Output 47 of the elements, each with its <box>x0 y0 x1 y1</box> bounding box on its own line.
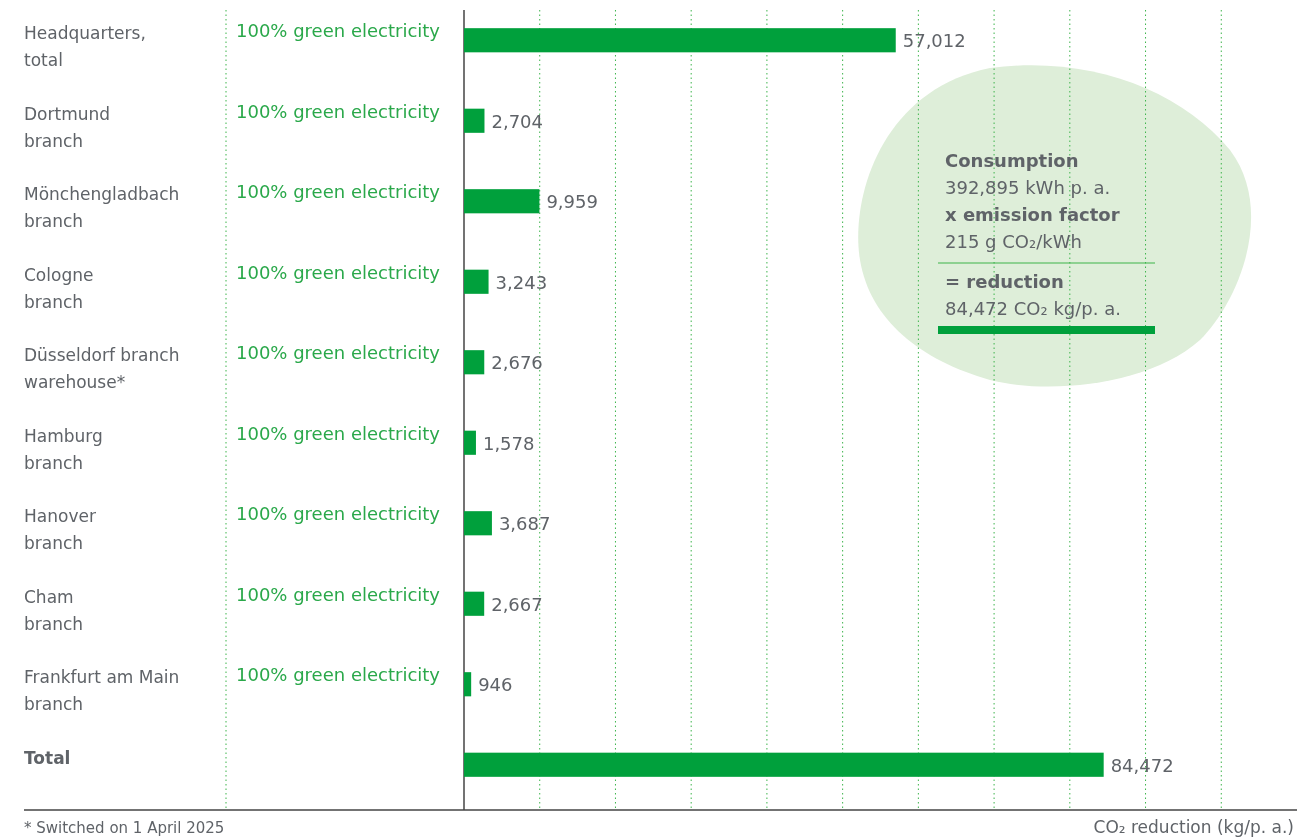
data-label: 946 <box>478 674 513 696</box>
bar <box>464 189 540 214</box>
annotation: 84,472 CO₂ kg/p. a. <box>945 298 1121 319</box>
text: 100% green electricity <box>236 181 441 203</box>
data-label: 2,667 <box>491 593 543 615</box>
text: * Switched on 1 April 2025 <box>24 819 225 837</box>
data-label: 57,012 <box>902 30 966 52</box>
bar <box>464 108 485 133</box>
y-tick-label: Hamburg branch <box>24 425 103 473</box>
y-tick-label: Düsseldorf branch warehouse* <box>24 345 180 393</box>
y-tick-label: Hanover branch <box>24 506 96 554</box>
bar <box>464 269 489 294</box>
data-label: 2,704 <box>491 110 544 132</box>
text: 100% green electricity <box>236 664 441 686</box>
y-tick-label: Mönchengladbach branch <box>24 184 180 232</box>
y-tick-label: Frankfurt am Main branch <box>24 667 180 715</box>
data-label: 3,687 <box>498 513 551 535</box>
text: 100% green electricity <box>236 100 441 122</box>
data-label: 84,472 <box>1110 754 1174 776</box>
data-label: 9,959 <box>546 191 598 213</box>
y-tick-label: Total <box>24 747 71 768</box>
y-tick-label: Cologne branch <box>24 264 94 312</box>
bar <box>464 430 476 455</box>
bar <box>464 28 896 53</box>
text: 100% green electricity <box>236 503 441 525</box>
data-label: 2,676 <box>491 352 543 374</box>
text: 100% green electricity <box>236 20 441 42</box>
bar <box>464 511 492 536</box>
bar <box>464 350 485 375</box>
x-axis-title: CO₂ reduction (kg/p. a.) <box>1093 817 1294 837</box>
bar <box>464 672 472 697</box>
bar <box>464 752 1104 777</box>
y-tick-label: Cham branch <box>24 586 84 634</box>
annotation: Consumption <box>945 150 1079 171</box>
annotation: 392,895 kWh p. a. <box>945 177 1111 198</box>
text: 100% green electricity <box>236 342 441 364</box>
data-label: 3,243 <box>495 271 548 293</box>
y-tick-label: Headquarters, total <box>24 23 146 71</box>
annotation: 215 g CO₂/kWh <box>945 231 1082 252</box>
text: 100% green electricity <box>236 261 441 283</box>
text: 100% green electricity <box>236 583 441 605</box>
y-tick-label: Dortmund branch <box>24 103 111 151</box>
annotation: x emission factor <box>945 204 1120 225</box>
annotation: = reduction <box>945 271 1064 292</box>
text: 100% green electricity <box>236 422 441 444</box>
data-label: 1,578 <box>482 432 535 454</box>
bar <box>464 591 485 616</box>
